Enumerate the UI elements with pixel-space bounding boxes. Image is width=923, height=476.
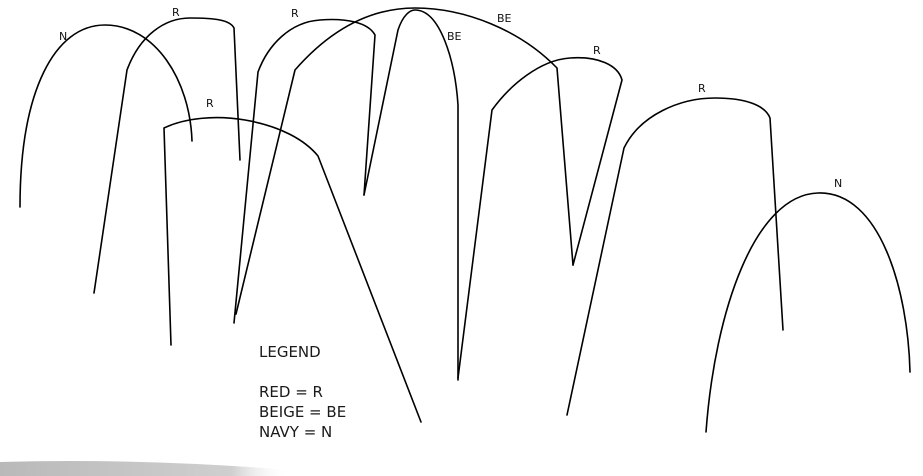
arc-be-narrow: BE (363, 9, 462, 381)
arc-r-4-path (457, 56, 623, 379)
bottom-gray-band (0, 461, 290, 476)
arc-n-left-path (19, 24, 193, 208)
legend-entry-navy: NAVY = N (259, 423, 333, 441)
arc-r-3-label: R (291, 7, 299, 20)
arc-n-left-label: N (59, 30, 67, 43)
arc-r-5-label: R (698, 82, 706, 95)
arc-r-1: R (93, 6, 241, 294)
arc-n-left: N (19, 24, 193, 208)
arc-r-5-path (566, 97, 784, 416)
arc-be-large: BE (235, 7, 574, 315)
arc-be-narrow-path (363, 9, 459, 381)
arc-r-1-label: R (172, 6, 180, 19)
arc-n-right-label: N (834, 177, 842, 190)
legend: LEGEND RED = R BEIGE = BE NAVY = N (259, 342, 346, 442)
arc-r-2-label: R (206, 97, 214, 110)
arc-r-3-path (233, 18, 376, 324)
arc-n-right-path (705, 192, 911, 433)
arc-r-1-path (93, 17, 241, 294)
arc-r-3: R (233, 7, 376, 324)
arc-r-4: R (457, 44, 623, 379)
arc-be-large-path (235, 7, 574, 315)
legend-entry-beige: BEIGE = BE (259, 403, 347, 421)
arc-r-5: R (566, 82, 784, 416)
arc-r-2-path (163, 116, 422, 423)
arc-be-large-label: BE (497, 12, 512, 25)
legend-entry-red: RED = R (259, 383, 323, 401)
arc-r-2: R (163, 97, 422, 423)
arc-be-narrow-label: BE (447, 30, 462, 43)
arc-n-right: N (705, 177, 911, 433)
arc-r-4-label: R (593, 44, 601, 57)
legend-title: LEGEND (259, 343, 321, 361)
